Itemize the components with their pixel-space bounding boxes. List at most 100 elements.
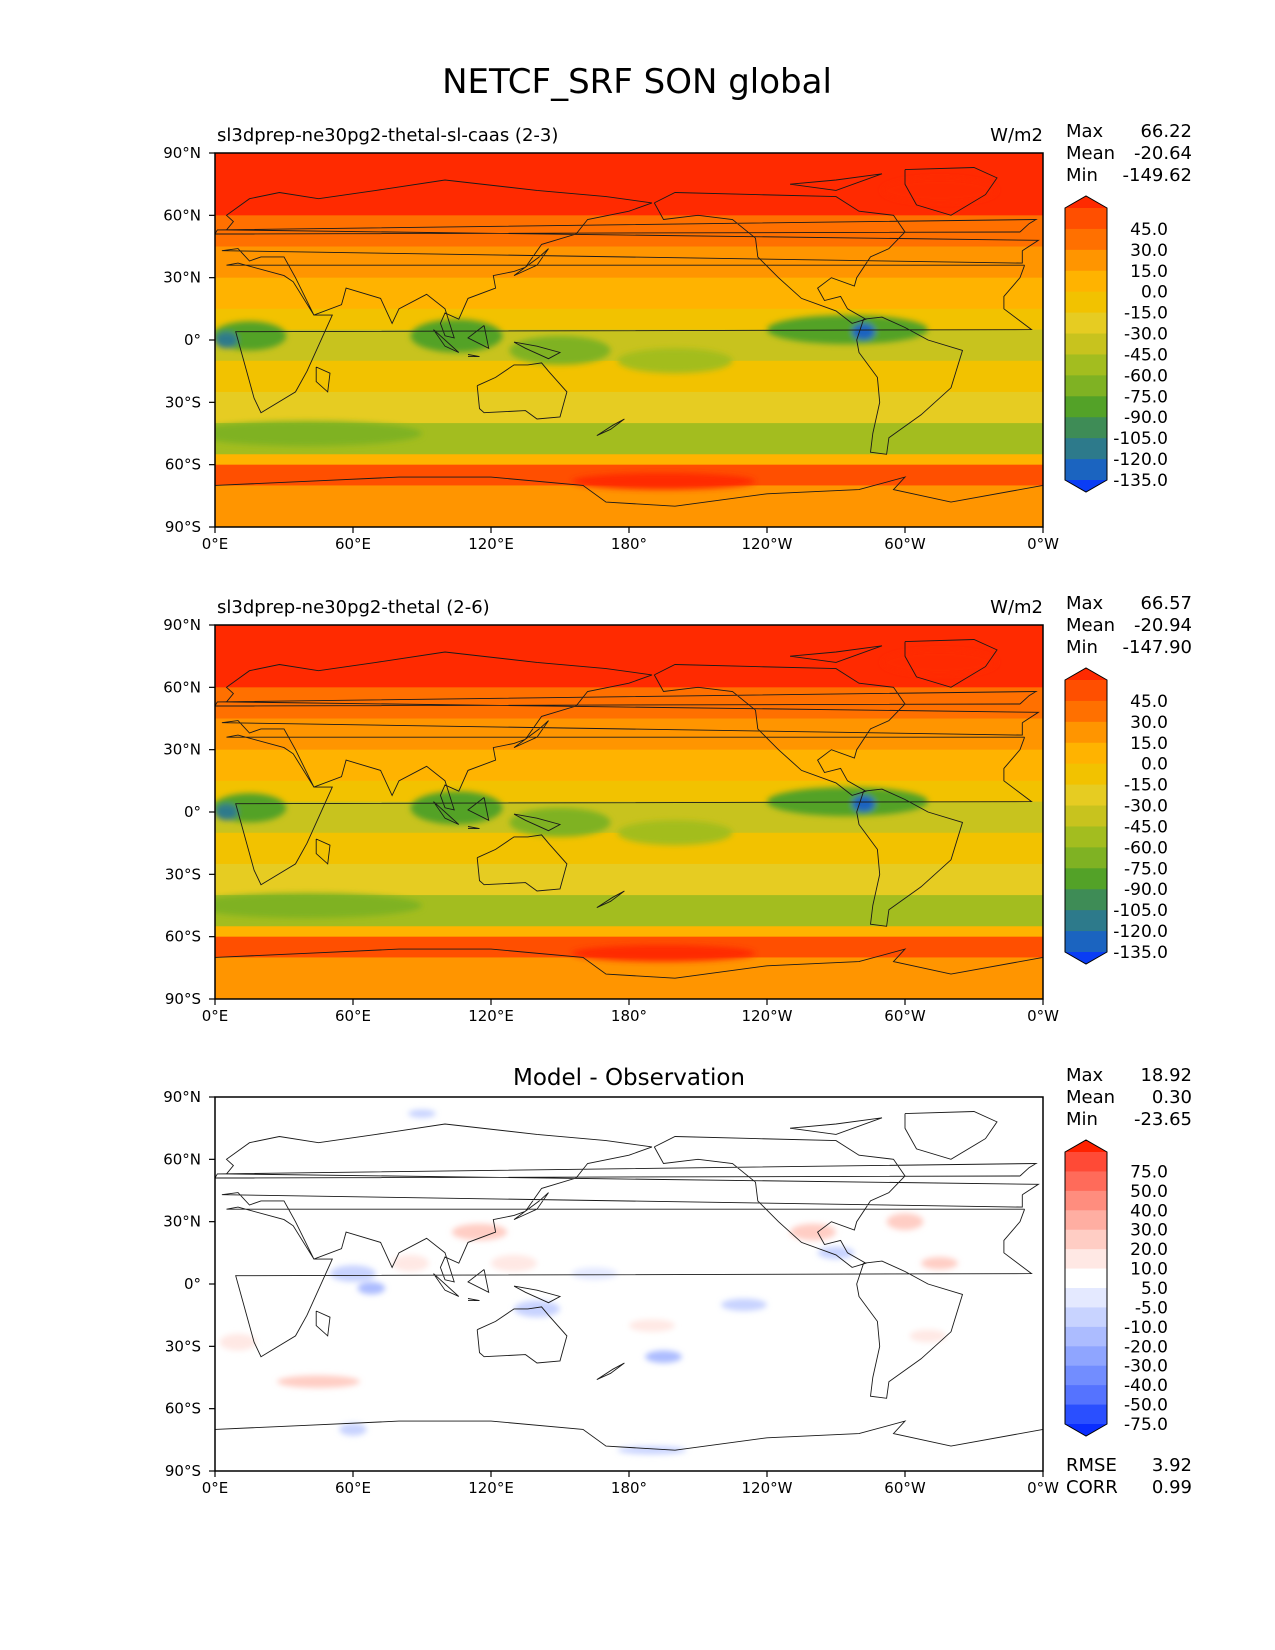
field-blob — [215, 803, 238, 821]
y-tick-label: 60°S — [165, 456, 201, 474]
colorbar-label: 75.0 — [1130, 1162, 1168, 1182]
y-tick-label: 60°N — [163, 206, 201, 224]
field-band — [215, 718, 1043, 751]
field-band — [215, 926, 1043, 938]
colorbar-segment — [1065, 1190, 1107, 1211]
panel-1: 0°E 60°E 120°E 180° 120°W 60°W 0°W 90°N 60°N 30°N… — [163, 121, 1192, 553]
field-band — [215, 454, 1043, 466]
y-tick-label: 30°N — [163, 741, 201, 759]
colorbar-label: -75.0 — [1124, 387, 1168, 407]
field-blob — [571, 472, 756, 490]
x-tick-label: 0°E — [202, 1479, 229, 1497]
colorbar-segment — [1065, 805, 1107, 827]
stat-label-mean: Mean — [1066, 143, 1115, 164]
colorbar-label: -90.0 — [1124, 880, 1168, 900]
field-blob — [852, 323, 876, 341]
colorbar-segment — [1065, 784, 1107, 806]
colorbar-label: -10.0 — [1124, 1318, 1168, 1338]
field-blob — [215, 421, 422, 446]
stat-label-max: Max — [1066, 593, 1104, 614]
x-tick-label: 60°W — [884, 535, 926, 553]
colorbar-label: -60.0 — [1124, 366, 1168, 386]
x-tick-label: 120°W — [742, 1479, 793, 1497]
field-anomalies — [215, 177, 997, 490]
y-tick-label: 30°S — [165, 393, 201, 411]
colorbar-segment — [1065, 291, 1107, 314]
x-tick-label: 60°E — [335, 1479, 371, 1497]
field-blob — [721, 1298, 767, 1312]
colorbar-segment — [1065, 1307, 1107, 1328]
panel-2: 0°E 60°E 120°E 180° 120°W 60°W 0°W 90°N 60°N 30°N… — [163, 593, 1192, 1025]
y-tick-label: 60°N — [163, 1150, 201, 1168]
colorbar-segment — [1065, 1171, 1107, 1192]
y-tick-label: 90°S — [165, 990, 201, 1008]
field-blob — [617, 348, 733, 374]
field-band — [215, 391, 1043, 424]
colorbar-label: -105.0 — [1113, 429, 1168, 449]
colorbar-segment — [1065, 333, 1107, 355]
colorbar-extend-bottom — [1065, 480, 1107, 492]
field-band — [215, 749, 1043, 782]
colorbar-label: -75.0 — [1124, 1415, 1168, 1435]
x-tick-label: 120°E — [468, 535, 514, 553]
x-tick-label: 60°E — [335, 1007, 371, 1025]
colorbar-segment — [1065, 312, 1107, 334]
colorbar-segment — [1065, 270, 1107, 293]
colorbar-outline — [1064, 195, 1108, 493]
colorbar-label: 10.0 — [1130, 1260, 1168, 1280]
colorbar-segment — [1065, 396, 1107, 418]
colorbar-segment — [1065, 249, 1107, 272]
field-blob — [357, 1281, 386, 1295]
colorbar-label: 50.0 — [1130, 1182, 1168, 1202]
x-tick-label: 60°E — [335, 535, 371, 553]
coastlines — [215, 1111, 1043, 1451]
colorbar-segment — [1065, 438, 1107, 460]
colorbar-extend-top — [1065, 668, 1107, 680]
colorbar: 75.050.040.030.020.010.05.0-5.0-10.0-20.… — [1064, 1139, 1168, 1437]
stat-label-min: Min — [1066, 165, 1098, 186]
panel-title: Model - Observation — [513, 1065, 745, 1091]
colorbar-label: -30.0 — [1124, 325, 1168, 345]
field-blob — [882, 649, 997, 675]
colorbar-segment — [1065, 868, 1107, 890]
colorbar-segment — [1065, 847, 1107, 869]
colorbar-segment — [1065, 459, 1107, 481]
field-blob — [617, 820, 733, 846]
colorbar-label: 15.0 — [1130, 262, 1168, 282]
coastlines — [215, 167, 1043, 507]
colorbar-segment — [1065, 1249, 1107, 1269]
colorbar-segment — [1065, 742, 1107, 765]
colorbar-label: 30.0 — [1130, 713, 1168, 733]
colorbar-segment — [1065, 208, 1107, 230]
field-anomalies — [215, 649, 997, 962]
x-tick-label: 180° — [611, 1007, 647, 1025]
field-band — [215, 246, 1043, 279]
x-tick-label: 120°W — [742, 1007, 793, 1025]
x-tick-label: 0°W — [1027, 535, 1059, 553]
colorbar-label: 20.0 — [1130, 1240, 1168, 1260]
colorbar-extend-bottom — [1065, 952, 1107, 964]
colorbar-label: 45.0 — [1130, 220, 1168, 240]
colorbar-segment — [1065, 680, 1107, 702]
field-blob — [767, 315, 928, 345]
x-tick-label: 60°W — [884, 1479, 926, 1497]
y-tick-label: 60°S — [165, 1400, 201, 1418]
y-tick-label: 90°N — [163, 616, 201, 634]
y-tick-label: 60°S — [165, 928, 201, 946]
y-tick-label: 30°S — [165, 1337, 201, 1355]
colorbar-segment — [1065, 375, 1107, 397]
colorbar-segment — [1065, 1346, 1107, 1367]
stat-label-mean: Mean — [1066, 615, 1115, 636]
field-blob — [330, 1265, 376, 1282]
colorbar: 45.030.015.00.0-15.0-30.0-45.0-60.0-75.0… — [1064, 195, 1168, 493]
colorbar-segment — [1065, 417, 1107, 439]
panel-title: sl3dprep-ne30pg2-thetal (2-6) — [217, 597, 490, 618]
colorbar-label: 30.0 — [1130, 241, 1168, 261]
colorbar-segment — [1065, 1152, 1107, 1172]
field-blob — [909, 1329, 947, 1343]
colorbar-segment — [1065, 700, 1107, 723]
stat-value-min: -23.65 — [1134, 1109, 1192, 1130]
field-blob — [339, 1423, 367, 1436]
colorbar-extend-bottom — [1065, 1424, 1107, 1436]
colorbar-label: -135.0 — [1113, 943, 1168, 963]
